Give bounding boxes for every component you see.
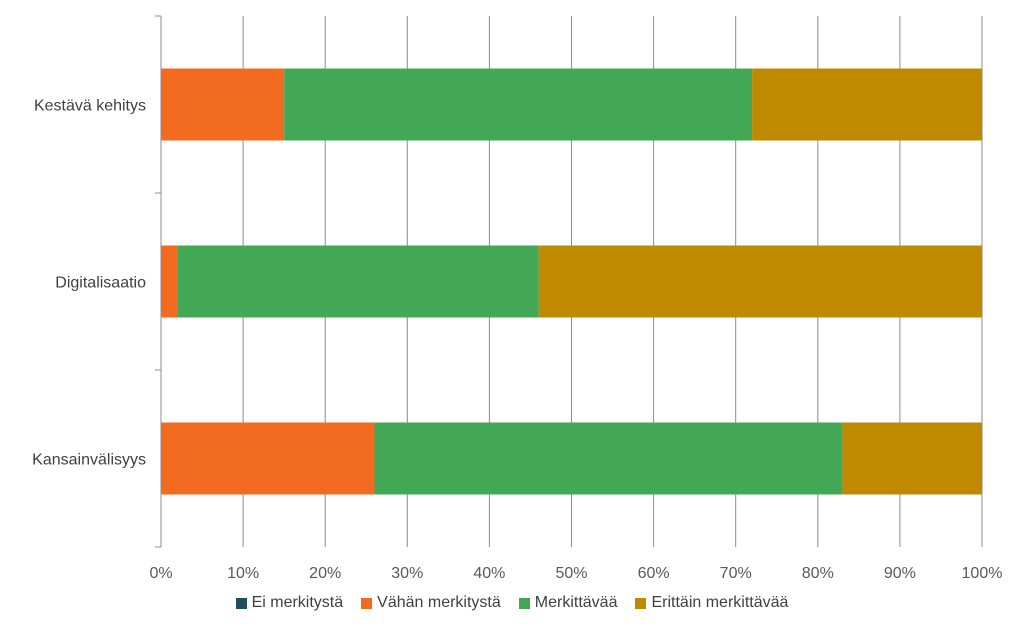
bar-segment	[177, 245, 539, 318]
y-axis-category-labels: Kestävä kehitys Digitalisaatio Kansainväli…	[32, 98, 146, 469]
bar-segment	[842, 422, 982, 495]
x-tick-label: 30%	[391, 565, 423, 582]
category-label: Kestävä kehitys	[34, 98, 146, 115]
x-tick-label: 40%	[473, 565, 505, 582]
bar-segment	[538, 245, 982, 318]
legend-label: Ei merkitystä	[251, 594, 344, 611]
legend-label: Vähän merkitystä	[377, 594, 501, 611]
x-tick-label: 80%	[802, 565, 834, 582]
legend: Ei merkitystä Vähän merkitystä Merkittävää…	[0, 594, 1024, 612]
legend-item: Ei merkitystä	[235, 594, 344, 612]
x-tick-label: 20%	[309, 565, 341, 582]
category-label: Kansainvälisyys	[32, 452, 146, 469]
legend-swatch	[235, 597, 247, 609]
legend-swatch	[518, 597, 530, 609]
legend-item: Vähän merkitystä	[361, 594, 501, 612]
legend-item: Merkittävää	[518, 594, 618, 612]
legend-swatch	[361, 597, 373, 609]
legend-swatch	[635, 597, 647, 609]
bars	[161, 68, 982, 495]
bar-segment	[752, 68, 982, 141]
x-tick-label: 10%	[227, 565, 259, 582]
legend-label: Merkittävää	[534, 594, 618, 611]
bar-segment	[284, 68, 753, 141]
x-tick-label: 0%	[149, 565, 172, 582]
bar-segment	[161, 68, 285, 141]
bar-segment	[161, 245, 178, 318]
category-label: Digitalisaatio	[55, 275, 146, 292]
x-tick-label: 60%	[638, 565, 670, 582]
x-axis-tick-labels: 0% 10% 20% 30% 40% 50% 60% 70% 80% 90% 100%	[149, 565, 1002, 582]
legend-item: Erittäin merkittävää	[635, 594, 788, 612]
bar-segment	[374, 422, 843, 495]
y-axis	[155, 15, 161, 548]
x-tick-label: 90%	[884, 565, 916, 582]
x-tick-label: 100%	[962, 565, 1003, 582]
legend-label: Erittäin merkittävää	[651, 594, 789, 611]
x-tick-label: 70%	[720, 565, 752, 582]
bar-segment	[161, 422, 375, 495]
x-tick-label: 50%	[555, 565, 587, 582]
chart: 0% 10% 20% 30% 40% 50% 60% 70% 80% 90% 100% Kestäv…	[32, 15, 1002, 582]
